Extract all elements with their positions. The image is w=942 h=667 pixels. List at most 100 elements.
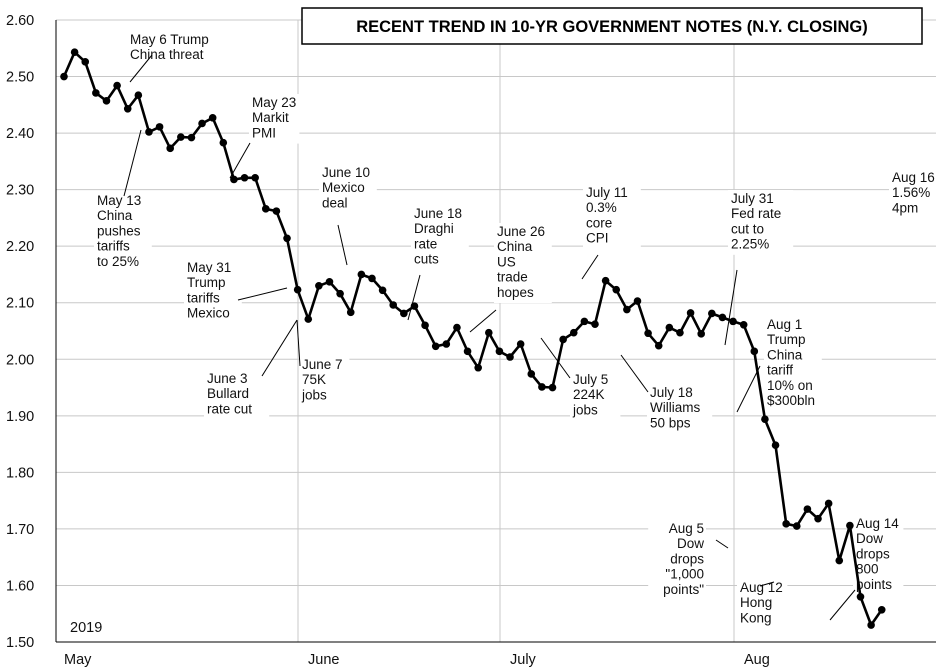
data-point xyxy=(368,274,376,283)
data-point xyxy=(877,605,886,614)
annotation-line: Draghi xyxy=(414,221,454,236)
y-tick-label: 2.10 xyxy=(6,296,34,312)
data-point xyxy=(325,278,334,286)
annotation-leader xyxy=(724,269,738,346)
annotation-backdrop xyxy=(889,169,940,219)
series-layer xyxy=(60,48,886,629)
x-month-label: May xyxy=(64,652,92,667)
axes: 1.50 1.60 1.70 1.80 1.90 2.00 2.10 2.20 2.30 2.40… xyxy=(6,13,936,667)
annotation-line: July 18 xyxy=(650,385,693,400)
data-point xyxy=(835,556,844,565)
annotation-line: China xyxy=(497,239,533,254)
annotation-line: trade xyxy=(497,270,528,285)
annotation-line: Williams xyxy=(650,400,700,415)
data-point xyxy=(623,305,631,314)
annotation-line: 75K xyxy=(302,372,326,387)
annotation-line: June 7 xyxy=(302,357,343,372)
data-point xyxy=(240,173,249,182)
annotation-line: hopes xyxy=(497,285,534,300)
yield-series-line xyxy=(62,50,883,627)
y-tick-label: 1.50 xyxy=(6,635,34,651)
annotation-backdrop xyxy=(728,190,794,255)
y-tick-label: 2.00 xyxy=(6,352,34,368)
annotation-line: drops xyxy=(670,551,704,566)
data-point xyxy=(527,370,536,378)
y-tick-label: 2.40 xyxy=(6,126,34,142)
data-point xyxy=(506,353,514,361)
annotation-leader xyxy=(540,337,571,379)
annotation-line: China xyxy=(97,208,133,223)
y-tick-label: 1.60 xyxy=(6,578,34,594)
annotation-line: Mexico xyxy=(187,306,230,321)
annotation-leader xyxy=(829,589,856,621)
x-month-label: July xyxy=(510,652,537,667)
data-point xyxy=(708,309,716,318)
annotation-line: Aug 14 xyxy=(856,516,899,531)
data-point xyxy=(336,289,344,298)
annotation-leader xyxy=(129,54,153,83)
data-point xyxy=(814,514,822,523)
data-point xyxy=(538,383,546,391)
annotation-line: Aug 1 xyxy=(767,317,802,332)
data-point xyxy=(792,522,801,530)
data-point xyxy=(431,342,440,351)
chart-title: RECENT TREND IN 10-YR GOVERNMENT NOTES (… xyxy=(356,18,868,36)
y-tick-label: 2.50 xyxy=(6,70,34,86)
data-point xyxy=(400,309,408,318)
title-frame xyxy=(301,7,923,45)
annotation-line: May 23 xyxy=(252,95,296,110)
data-point xyxy=(304,315,313,323)
annotation-line: Dow xyxy=(856,531,883,546)
annotation-line: tariffs xyxy=(97,239,130,254)
annotation-line: rate xyxy=(414,236,437,251)
data-point xyxy=(718,313,727,322)
data-point xyxy=(123,104,132,113)
data-point xyxy=(421,321,429,330)
annotation-line: July 11 xyxy=(586,185,628,200)
data-point xyxy=(686,309,695,317)
y-tick-label: 2.60 xyxy=(6,13,34,29)
data-point xyxy=(283,234,291,243)
data-point xyxy=(601,276,610,285)
annotation-line: May 13 xyxy=(97,193,141,208)
annotation-line: pushes xyxy=(97,223,141,238)
annotation-line: $300bln xyxy=(767,393,815,408)
annotation-line: June 10 xyxy=(322,165,370,180)
annotation-line: June 18 xyxy=(414,206,462,221)
annotation-leader xyxy=(759,581,775,587)
annotation-line: 10% on xyxy=(767,378,813,393)
annotation-line: June 3 xyxy=(207,371,248,386)
year-label: 2019 xyxy=(70,620,102,636)
annotation-backdrop xyxy=(249,94,300,144)
annotation-line: deal xyxy=(322,195,348,210)
y-tick-label: 1.70 xyxy=(6,522,34,538)
annotation-line: July 31 xyxy=(731,191,774,206)
annotation-line: cuts xyxy=(414,252,439,267)
annotation-backdrop xyxy=(127,31,222,66)
annotation-line: jobs xyxy=(301,387,327,402)
annotation-leaders xyxy=(123,54,856,621)
annotation-backdrop xyxy=(648,520,706,600)
data-point xyxy=(644,329,652,338)
data-point xyxy=(145,128,153,136)
data-point xyxy=(485,328,493,337)
data-point xyxy=(155,123,164,131)
data-point xyxy=(315,281,323,290)
annotation-backdrop xyxy=(319,164,377,214)
annotation-line: 800 xyxy=(856,562,879,577)
annotation-line: cut to xyxy=(731,221,764,236)
data-point xyxy=(580,317,589,326)
annotation-leader xyxy=(715,539,729,549)
data-point xyxy=(70,48,79,57)
title-box: RECENT TREND IN 10-YR GOVERNMENT NOTES (… xyxy=(301,7,923,45)
annotation-leader xyxy=(407,274,421,321)
